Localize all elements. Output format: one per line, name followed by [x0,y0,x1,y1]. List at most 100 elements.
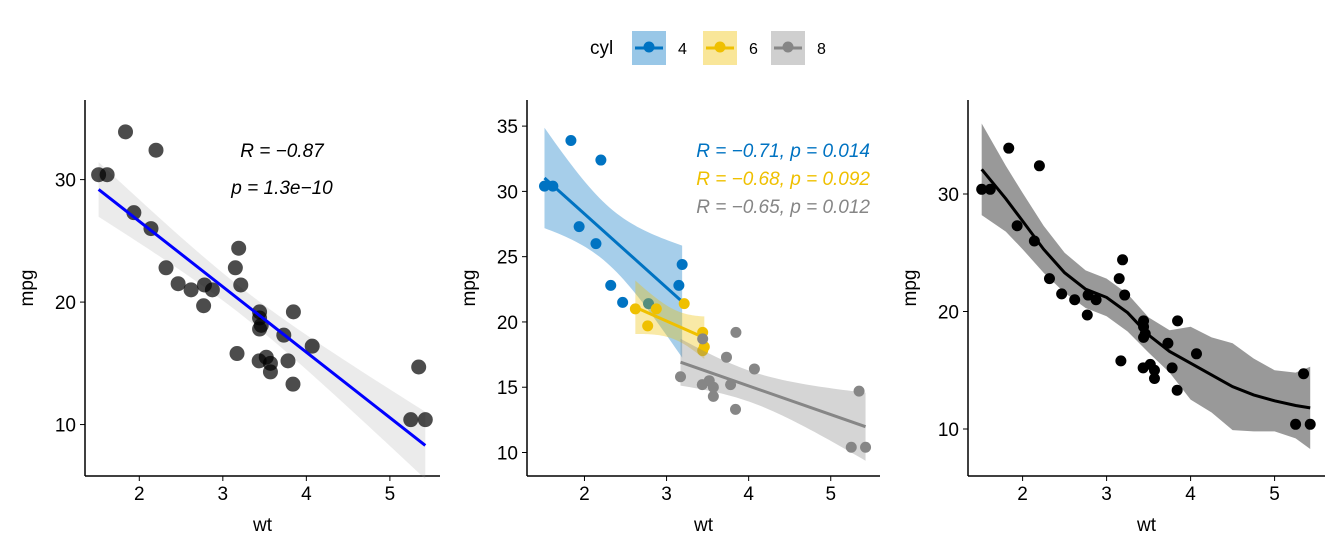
correlation-p-label: p = 1.3e−10 [230,178,333,199]
data-point [158,260,174,276]
data-point [1137,362,1149,374]
legend-label-4: 4 [678,41,687,58]
x-tick-label: 5 [1269,484,1280,505]
data-point-cyl-8 [748,363,760,375]
x-tick-label: 5 [385,484,396,505]
data-point-cyl-8 [730,403,742,415]
data-point-cyl-6 [642,320,654,332]
y-axis-title: mpg [459,270,480,307]
correlation-label-cyl-4: R = −0.71, p = 0.014 [696,141,870,162]
data-point [1138,315,1150,327]
data-point-cyl-4 [642,298,654,310]
legend-key-point [782,41,794,53]
x-tick-label: 3 [218,484,229,505]
data-point-cyl-6 [697,345,709,357]
correlation-r-label: R = −0.87 [240,141,325,162]
legend-title: cyl [590,38,613,59]
data-point [1115,355,1127,367]
data-point-cyl-8 [696,379,708,391]
legend-label-6: 6 [749,41,758,58]
panel-1: 2 3 4 5 10 20 30 wt mpg R = −0.87 p = 1.3e−10 [17,100,440,536]
x-axis-title: wt [693,515,714,536]
data-point [411,359,427,375]
regression-line-cyl-6 [634,305,705,340]
y-tick-label: 30 [497,182,518,203]
group-6-ci-band [635,280,705,360]
data-point [148,142,164,158]
x-tick-label: 4 [301,484,312,505]
data-point [252,304,268,320]
data-point [196,298,212,314]
data-point [403,412,419,428]
correlation-label-cyl-8: R = −0.65, p = 0.012 [696,197,870,218]
y-tick-label: 15 [497,378,518,399]
data-point [285,376,301,392]
data-point [1298,368,1310,380]
x-tick-label: 3 [661,484,672,505]
correlation-label-cyl-6: R = −0.68, p = 0.092 [696,169,870,190]
data-point-cyl-8 [697,333,709,345]
data-point-cyl-4 [617,296,629,308]
data-point [1043,273,1055,285]
data-point [1162,337,1174,349]
data-point [1171,384,1183,396]
panel-2: 2 3 4 5 10 15 20 25 30 35 wt mpg R = −0.71, p = 0.01… [459,100,880,536]
data-point [1069,294,1081,306]
data-point-cyl-4 [605,279,617,291]
data-point [1033,160,1045,172]
data-point [227,260,243,276]
data-point [1117,254,1129,266]
data-point [1148,372,1160,384]
data-point-cyl-8 [675,371,687,383]
x-tick-label: 4 [743,484,754,505]
x-axis-title: wt [1136,515,1157,536]
data-point-cyl-4 [573,221,585,233]
x-tick-label: 2 [134,484,145,505]
data-point [976,183,988,195]
data-point [1304,418,1316,430]
data-point [1113,273,1125,285]
data-point [1082,289,1094,301]
data-point [170,276,186,292]
regression-line-cyl-4 [543,176,684,303]
legend-key-point [643,41,655,53]
data-point-cyl-4 [673,279,685,291]
data-point [229,346,245,362]
data-point [231,240,247,256]
y-tick-label: 10 [55,416,76,437]
data-point-cyl-4 [595,154,607,166]
data-point-cyl-8 [707,390,719,402]
y-tick-label: 30 [938,185,959,206]
data-point [183,282,199,298]
x-tick-label: 3 [1101,484,1112,505]
data-point [1166,362,1178,374]
data-point [1090,294,1102,306]
data-point [118,124,134,140]
data-point-cyl-8 [730,326,742,338]
data-point-cyl-4 [676,259,688,270]
data-point [91,167,107,183]
y-tick-label: 25 [497,248,518,269]
data-point-cyl-6 [678,298,690,310]
data-point [285,304,301,320]
x-tick-label: 2 [579,484,590,505]
legend-key-point [714,41,726,53]
regression-line-cyl-8 [680,360,867,429]
legend-label-8: 8 [817,41,826,58]
data-point-cyl-8 [845,441,857,453]
y-tick-label: 30 [55,171,76,192]
data-point [196,277,212,293]
data-point [1056,288,1068,300]
y-axis-title: mpg [17,270,38,307]
x-tick-label: 4 [1185,484,1196,505]
data-point [233,277,249,293]
data-point [252,321,268,337]
data-point-cyl-4 [590,238,602,250]
data-point [251,353,267,369]
data-point-cyl-4 [565,134,577,146]
x-axis-title: wt [252,515,273,536]
data-point [262,355,278,371]
x-tick-label: 5 [825,484,836,505]
legend: cyl 4 6 8 [590,31,826,65]
